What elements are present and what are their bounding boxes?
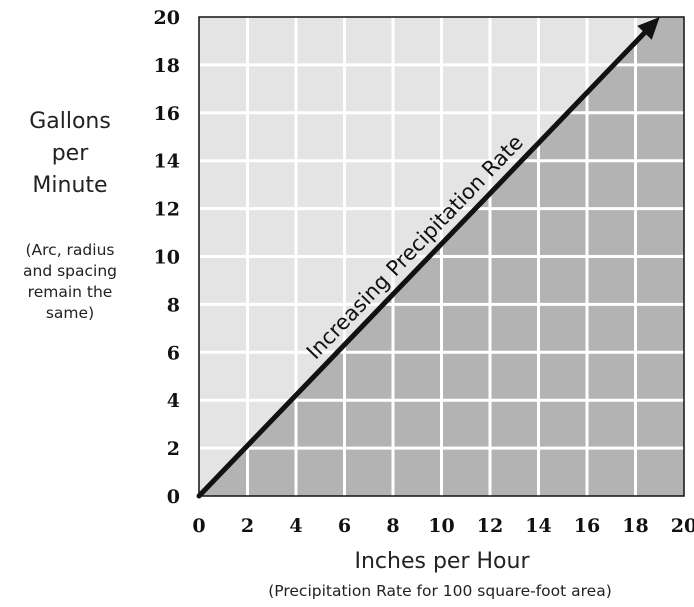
- x-tick-label: 6: [338, 515, 351, 537]
- x-tick-label: 8: [386, 515, 399, 537]
- precipitation-arrow-head: [637, 17, 660, 40]
- y-tick-label: 0: [167, 486, 180, 508]
- grid: [199, 17, 684, 496]
- x-tick-label: 0: [192, 515, 205, 537]
- y-tick-label: 10: [154, 247, 180, 269]
- y-tick-label: 8: [167, 294, 180, 316]
- y-tick-label: 4: [167, 390, 180, 412]
- y-axis-note: (Arc, radius and spacing remain the same…: [0, 240, 140, 324]
- x-tick-label: 2: [241, 515, 254, 537]
- x-tick-label: 18: [622, 515, 648, 537]
- y-axis-title-line-3: Minute: [32, 173, 108, 198]
- x-tick-label: 16: [574, 515, 600, 537]
- y-axis-note-line-2: and spacing: [23, 262, 117, 280]
- y-axis-title-line-1: Gallons: [29, 109, 111, 134]
- y-axis-note-line-4: same): [45, 304, 95, 322]
- y-tick-label: 2: [167, 438, 180, 460]
- plot-frame: [198, 16, 685, 497]
- x-axis-note: (Precipitation Rate for 100 square-foot …: [268, 582, 612, 600]
- x-tick-label: 20: [671, 515, 694, 537]
- y-tick-label: 6: [167, 342, 180, 364]
- x-tick-label: 12: [477, 515, 503, 537]
- y-tick-label: 20: [154, 7, 180, 29]
- y-tick-label: 18: [154, 55, 180, 77]
- y-tick-labels: 0 2 4 6 8 10 12 14 16 18 20: [154, 7, 180, 508]
- y-tick-label: 12: [154, 199, 180, 221]
- y-tick-label: 16: [154, 103, 180, 125]
- x-tick-label: 14: [525, 515, 551, 537]
- y-axis-title: Gallons per Minute: [0, 106, 140, 202]
- x-tick-labels: 0 2 4 6 8 10 12 14 16 18 20: [192, 515, 694, 537]
- x-axis-title: Inches per Hour: [354, 549, 530, 574]
- x-tick-label: 10: [428, 515, 454, 537]
- precipitation-arrow-line: [196, 28, 649, 499]
- y-axis-note-line-3: remain the: [27, 283, 113, 301]
- y-tick-label: 14: [154, 151, 180, 173]
- x-tick-label: 4: [289, 515, 302, 537]
- y-axis-title-line-2: per: [51, 141, 89, 166]
- y-axis-note-line-1: (Arc, radius: [25, 241, 115, 259]
